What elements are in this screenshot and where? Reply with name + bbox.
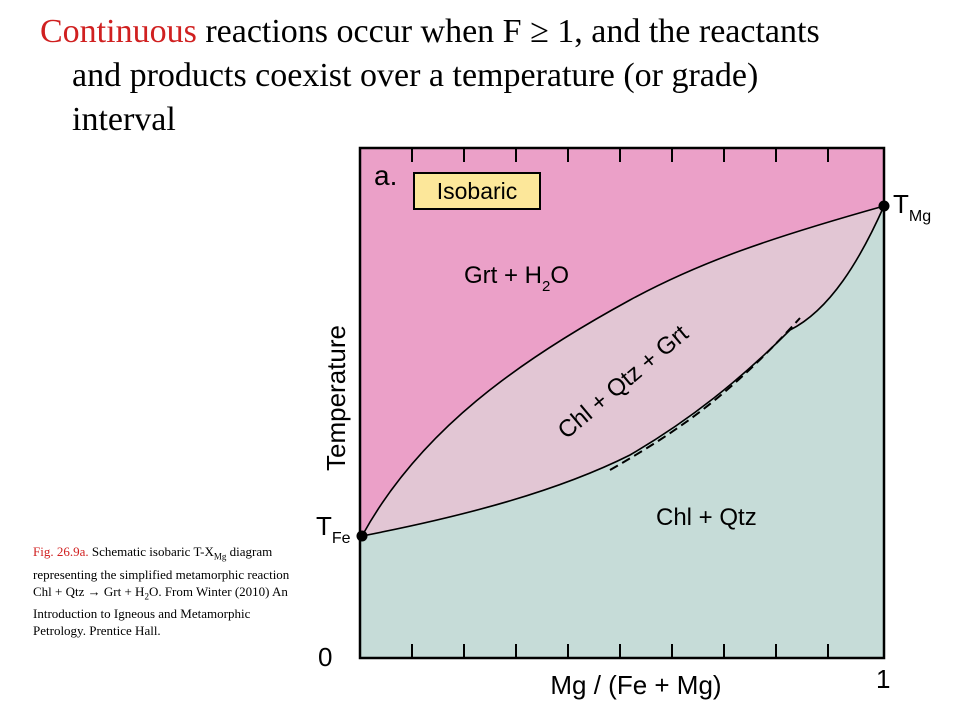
x-axis-label: Mg / (Fe + Mg): [550, 670, 721, 700]
t-mg-point: [878, 200, 890, 212]
bottom-ticks: [411, 644, 829, 658]
region-upper-fill: [360, 148, 884, 536]
t-fe-point: [356, 530, 368, 542]
t-fe-label: TFe: [316, 511, 351, 547]
x-tick-0: 0: [318, 642, 332, 672]
lower-boundary-dashed: [609, 317, 801, 471]
title-line-3: interval: [72, 101, 176, 138]
caption-subscript-mg: Mg: [213, 551, 227, 562]
region-lower-label: Chl + Qtz: [656, 504, 757, 531]
title-line-2: and products coexist over a temperature …: [72, 57, 759, 94]
title-line-1-rest: reactions occur when F ≥ 1, and the reac…: [196, 13, 820, 50]
title-line-1: Continuous reactions occur when F ≥ 1, a…: [40, 10, 940, 54]
diagram-frame: [358, 146, 886, 660]
y-axis-label: Temperature: [321, 325, 351, 471]
x-tick-1: 1: [876, 664, 890, 694]
lower-boundary-curve: [361, 205, 885, 537]
caption-text-b: diagram representing the simplified meta…: [33, 544, 290, 599]
panel-label: a.: [374, 160, 397, 191]
region-middle-fill: [362, 206, 884, 536]
title-highlight: Continuous: [40, 13, 197, 50]
slide-title: Continuous reactions occur when F ≥ 1, a…: [40, 10, 940, 142]
isobaric-box: [413, 172, 541, 210]
caption-subscript-2: 2: [144, 591, 149, 602]
isobaric-label: Isobaric: [437, 178, 518, 204]
t-mg-label: TMg: [893, 189, 931, 225]
top-ticks: [411, 148, 829, 162]
upper-boundary-curve: [361, 205, 885, 537]
caption-text-a: Schematic isobaric T-X: [88, 544, 214, 559]
caption-text-c: O. From Winter (2010) An Introduction to…: [33, 583, 288, 639]
caption-fig-label: Fig. 26.9a.: [33, 544, 89, 559]
figure-caption: Fig. 26.9a. Schematic isobaric T-XMg dia…: [33, 543, 295, 639]
region-upper-label: Grt + H2O: [464, 262, 569, 295]
